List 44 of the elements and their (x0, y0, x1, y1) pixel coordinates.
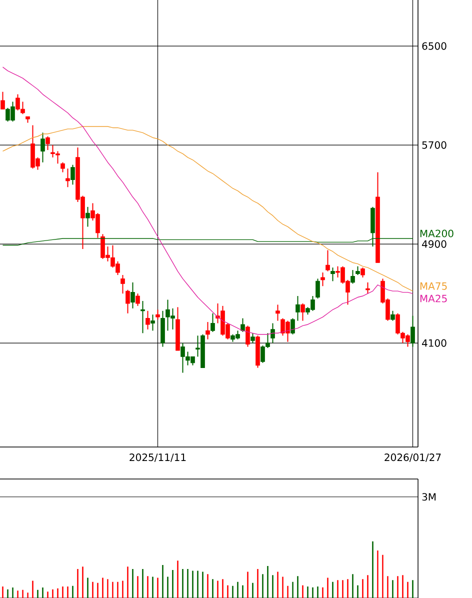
candlestick (156, 309, 160, 320)
candlestick (390, 310, 395, 322)
candlestick (70, 164, 75, 186)
y-tick-label: 3M (422, 493, 436, 501)
candlestick (66, 168, 70, 188)
candlestick (366, 282, 370, 294)
candlestick (240, 318, 245, 332)
candlestick (316, 278, 320, 299)
candlestick (270, 322, 275, 344)
candlestick (290, 318, 295, 335)
candlestick (326, 250, 330, 272)
candlestick (350, 270, 355, 284)
candlestick (250, 332, 255, 344)
candlestick (136, 293, 140, 306)
candlestick (140, 300, 145, 334)
candlestick (210, 312, 215, 332)
y-tick-label: 5700 (422, 141, 446, 149)
candlestick (130, 282, 135, 309)
candlestick (296, 296, 300, 322)
candlestick (60, 162, 65, 173)
candlestick (86, 206, 90, 228)
candlestick (146, 310, 150, 330)
candlestick (330, 267, 335, 282)
candlestick (0, 91, 5, 110)
series-label: MA200 (420, 230, 454, 238)
candlestick (360, 267, 365, 278)
x-tick-label: 2025/11/11 (130, 454, 186, 462)
y-tick-label: 4100 (422, 339, 446, 347)
y-tick-label: 6500 (422, 42, 446, 50)
candlestick (120, 274, 125, 294)
candlestick (150, 314, 155, 332)
candlestick (246, 325, 250, 348)
y-tick-label: 4900 (422, 240, 446, 248)
candlestick (126, 289, 130, 314)
candlestick (206, 322, 210, 340)
candlestick (276, 304, 280, 322)
series-label: MA25 (420, 294, 447, 302)
x-tick-label: 2026/01/27 (384, 454, 441, 462)
candlestick (410, 315, 415, 348)
candlestick (46, 136, 50, 150)
candlestick (320, 272, 325, 287)
series-label: MA75 (420, 282, 447, 290)
candlestick (300, 302, 305, 322)
candlestick (40, 132, 45, 163)
